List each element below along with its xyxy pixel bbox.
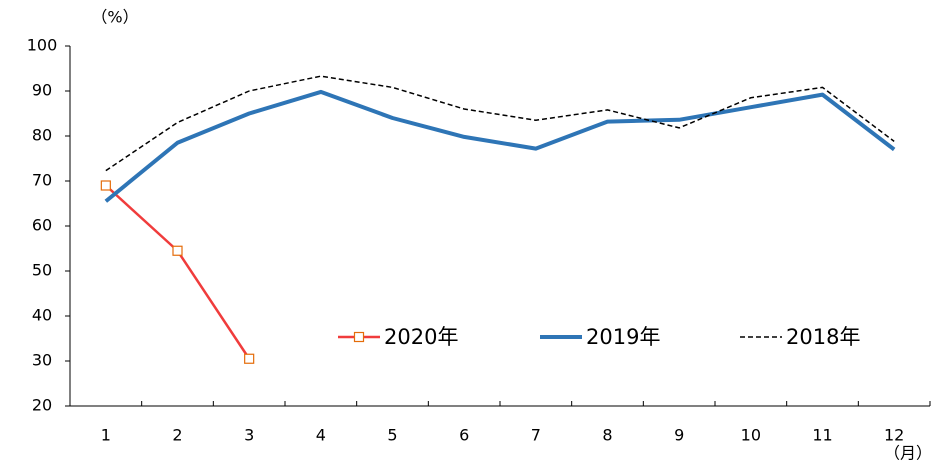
legend-label: 2020年 [384,325,458,349]
x-tick-label: 7 [531,426,541,445]
series-line [104,184,251,360]
y-tick-label: 40 [32,306,52,325]
x-tick-label: 8 [602,426,612,445]
y-tick-label: 70 [32,171,52,190]
point-marker [244,353,255,364]
y-tick-label: 30 [32,351,52,370]
x-tick-label: 5 [387,426,397,445]
x-tick-label: 12 [884,426,904,445]
x-tick-label: 2 [172,426,182,445]
y-tick-label: 100 [27,36,58,55]
y-tick-label: 80 [32,126,52,145]
x-tick-label: 11 [812,426,832,445]
y-tick-label: 60 [32,216,52,235]
x-tick-label: 6 [459,426,469,445]
x-tick-label: 1 [101,426,111,445]
y-axis-label: （%） [91,8,138,27]
point-marker [172,245,183,256]
legend-marker [353,331,365,343]
y-tick-label: 20 [32,396,52,415]
x-tick-label: 9 [674,426,684,445]
x-axis-label: （月） [884,444,932,463]
legend-label: 2019年 [586,325,660,349]
x-tick-label: 3 [244,426,254,445]
legend-label: 2018年 [786,325,860,349]
y-tick-label: 90 [32,81,52,100]
x-tick-label: 10 [741,426,761,445]
y-tick-label: 50 [32,261,52,280]
series-line [104,89,896,203]
point-marker [100,180,111,191]
x-tick-label: 4 [316,426,326,445]
